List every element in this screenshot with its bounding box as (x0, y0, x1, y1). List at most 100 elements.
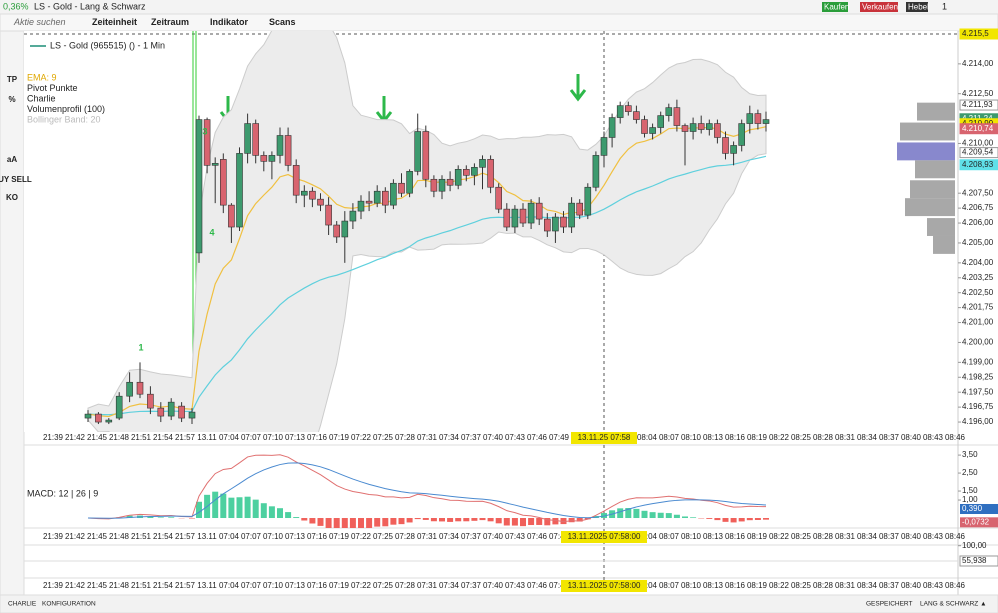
candle-body (365, 200, 373, 204)
x-tick-label: 07:46 (527, 532, 548, 541)
x-tick-label: 08:40 (901, 532, 922, 541)
macd-hist (168, 517, 175, 519)
macd-hist (528, 518, 535, 526)
pane3-marker-label: 55,938 (962, 556, 987, 565)
button[interactable] (860, 2, 898, 12)
candle-body (95, 413, 102, 423)
pane3-marker (959, 555, 998, 567)
x-tick-label: 07:28 (395, 433, 416, 442)
status: LANG & SCHWARZ ▲ (920, 601, 987, 608)
x-tick-label: 08:34 (857, 532, 878, 541)
macd-hist (196, 501, 202, 519)
tool[interactable]: BUY SELL (0, 175, 32, 184)
macd-hist (657, 512, 664, 519)
sidebar (0, 30, 25, 596)
price-marker (959, 159, 998, 171)
tool[interactable]: aA (7, 155, 17, 164)
candle-body (309, 190, 316, 200)
x-tick-label: 08:10 (681, 581, 702, 590)
price-marker-label: 4.209,54 (962, 148, 994, 157)
x-tick-label: 08:16 (725, 433, 746, 442)
macd-hist (390, 518, 397, 525)
x-tick-label: 07:16 (307, 532, 328, 541)
x-tick-label: 21:48 (109, 433, 130, 442)
button-label[interactable]: Hebel (908, 3, 929, 12)
menu[interactable]: Zeitraum (151, 17, 189, 27)
x-tick-label: 07:07 (241, 532, 262, 541)
button-label[interactable]: Verkaufen (862, 3, 898, 12)
candle-body (471, 167, 478, 176)
crosshair-time: 13.11.2025 07:58:00 (568, 532, 641, 541)
x-tick-label: 07:43 (505, 532, 526, 541)
candle-body (527, 202, 535, 224)
y-tick-label: 4.206,75 (962, 203, 994, 212)
menu[interactable]: Zeiteinheit (92, 17, 137, 27)
macd-hist (317, 518, 324, 526)
button[interactable] (822, 2, 848, 12)
indicator: EMA: 9 (27, 72, 57, 82)
price-marker-label: 4.215,5 (962, 29, 989, 38)
candle-body (446, 178, 454, 186)
macd-hist (641, 510, 648, 519)
tab[interactable]: KONFIGURATION (42, 601, 96, 608)
x-tick-label: 08:10 (681, 433, 702, 442)
x-tick-label: 08:43 (923, 581, 944, 590)
x-tick-label: 13.11 (197, 581, 217, 590)
x-tick-label: 07:43 (505, 433, 526, 442)
menu[interactable]: Indikator (210, 17, 249, 27)
macd-hist (568, 518, 575, 523)
candle-body (300, 190, 308, 196)
x-tick-label: 08:25 (791, 433, 812, 442)
candle-body (357, 200, 365, 212)
x-tick-label: 07:13 (285, 532, 306, 541)
y-tick-label: 4.207,50 (962, 188, 994, 197)
macd-hist (690, 517, 697, 519)
x-tick-label: 08:46 (945, 581, 966, 590)
candle-body (136, 381, 144, 395)
macd-hist (220, 493, 227, 519)
x-tick-label: 07:22 (351, 532, 372, 541)
macd-hist (358, 518, 364, 528)
y-tick-label: 4.205,00 (962, 238, 994, 247)
macd-hist (260, 503, 267, 519)
x-tick-label: 13.11 (197, 532, 217, 541)
indicator: Charlie (27, 93, 56, 103)
signal-line (87, 462, 767, 519)
macd-hist (285, 512, 292, 519)
volume-bar (933, 235, 955, 254)
macd-hist (463, 518, 470, 522)
x-tick-label: 21:54 (153, 532, 174, 541)
y-tick-label: 4.199,00 (962, 357, 994, 366)
candle-body (641, 119, 648, 134)
macd-hist (398, 518, 405, 525)
button-label[interactable]: Kaufen (824, 3, 849, 12)
candle-body (738, 123, 746, 146)
tool[interactable]: TP (7, 75, 18, 84)
candle-body (673, 107, 681, 126)
candle-body (730, 145, 737, 154)
x-tick-label: 07:31 (417, 532, 438, 541)
tool[interactable]: % (8, 95, 15, 104)
candle-body (244, 123, 251, 154)
x-tick-label: 08:46 (945, 433, 966, 442)
count: 1 (942, 1, 947, 11)
x-tick-label: 21:48 (109, 532, 130, 541)
macd-hist (455, 518, 462, 522)
search[interactable]: Aktie suchen (13, 17, 66, 27)
menu[interactable]: Scans (269, 17, 296, 27)
candle-body (105, 419, 113, 423)
macd-hist (236, 497, 243, 519)
candle-body (284, 135, 292, 166)
x-tick-label: 07:22 (351, 433, 372, 442)
button[interactable] (906, 2, 928, 12)
candle-body (390, 182, 397, 206)
candle-body (487, 159, 494, 188)
tab[interactable]: CHARLIE (8, 601, 37, 608)
x-tick-label: 07:40 (483, 581, 504, 590)
tool[interactable]: KO (6, 193, 18, 202)
macd-hist (714, 518, 721, 521)
x-tick-label: 08:04 (637, 581, 658, 590)
macd-hist (544, 518, 551, 526)
chart-title: LS - Gold (965515) () - 1 Min (50, 40, 165, 50)
price-marker-label: 4.211,93 (962, 100, 993, 109)
